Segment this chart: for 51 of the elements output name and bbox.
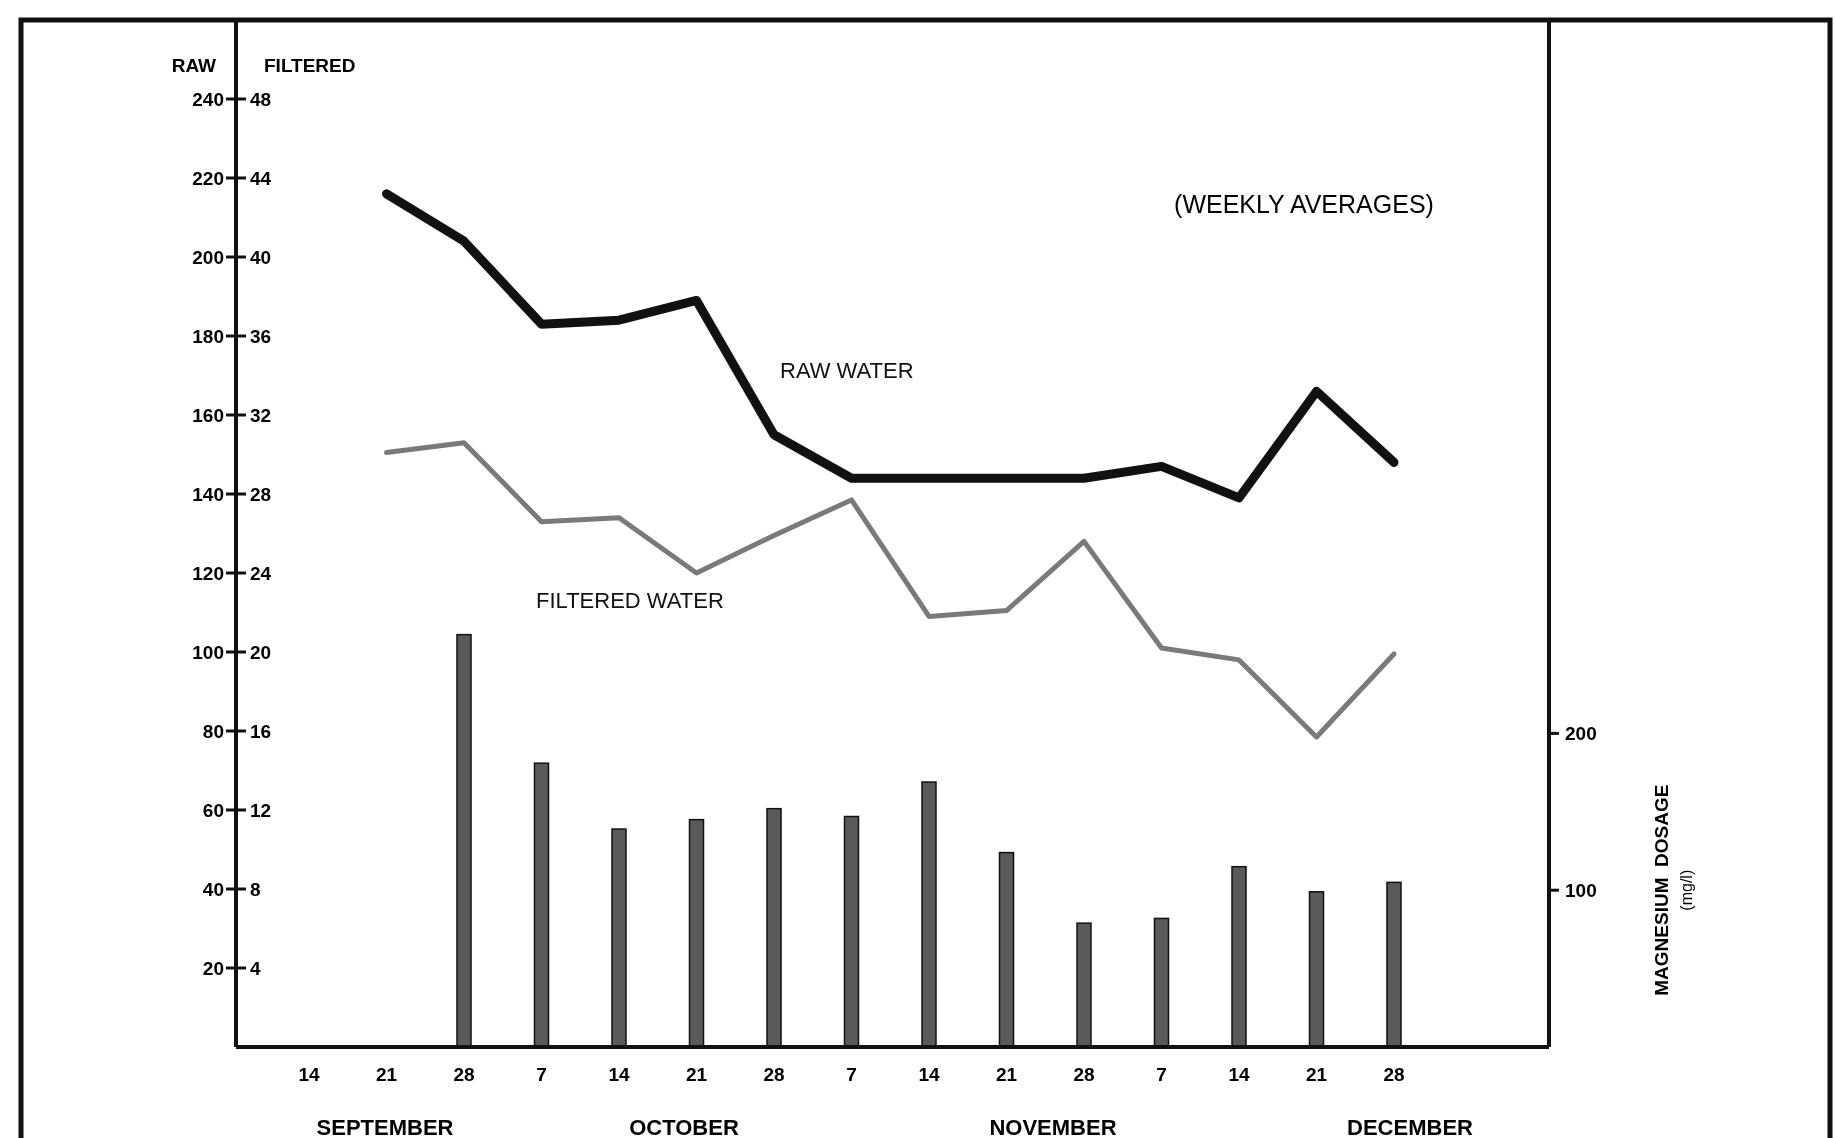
- y2-tick-label: 32: [250, 404, 272, 426]
- text: DECEMBER: [1347, 1115, 1474, 1138]
- x-tick-label: 28: [1383, 1064, 1405, 1085]
- x-tick-label: 14: [298, 1064, 320, 1085]
- y2-tick-label: 48: [250, 88, 272, 110]
- y-tick-label: 180: [192, 325, 224, 347]
- y2-tick-label: 44: [250, 167, 272, 189]
- y3-tick-label: 100: [1565, 879, 1597, 901]
- series-label: FILTERED WATER: [536, 588, 724, 613]
- y-tick-label: 20: [202, 957, 224, 979]
- y2-tick-label: 4: [250, 957, 261, 979]
- x-tick-label: 28: [453, 1064, 475, 1085]
- x-tick-label: 28: [1073, 1064, 1095, 1085]
- x-tick-label: 21: [685, 1064, 708, 1085]
- x-tick-label: 7: [1156, 1064, 1167, 1085]
- y3-axis-title: MAGNESIUM DOSAGE (mg/l): [1651, 784, 1695, 996]
- y-tick-label: 80: [202, 720, 224, 742]
- y-tick-label: 220: [192, 167, 224, 189]
- x-tick-label: 21: [1305, 1064, 1328, 1085]
- text: SEPTEMBER: [316, 1115, 454, 1138]
- y2-tick-label: 8: [250, 878, 261, 900]
- y2-axis-title: FILTERED: [264, 55, 356, 76]
- y2-tick-label: 40: [250, 246, 272, 268]
- y-tick-label: 240: [192, 88, 224, 110]
- y2-tick-label: 28: [250, 483, 272, 505]
- annotation: (WEEKLY AVERAGES): [1174, 190, 1434, 218]
- y2-tick-label: 24: [250, 562, 272, 584]
- y2-tick-label: 36: [250, 325, 272, 347]
- x-tick-label: 14: [918, 1064, 940, 1085]
- y2-tick-label: 12: [250, 799, 272, 821]
- text: NOVEMBER: [989, 1115, 1117, 1138]
- x-tick-label: 14: [1228, 1064, 1250, 1085]
- y2-tick-label: 20: [250, 641, 272, 663]
- x-tick-label: 14: [608, 1064, 630, 1085]
- y-tick-label: 140: [192, 483, 224, 505]
- y-tick-label: 160: [192, 404, 224, 426]
- y-axis-title: RAW: [171, 55, 217, 76]
- y-tick-label: 120: [192, 562, 224, 584]
- x-tick-label: 7: [846, 1064, 857, 1085]
- x-tick-label: 21: [375, 1064, 398, 1085]
- y-tick-label: 60: [202, 799, 224, 821]
- y-tick-label: 200: [192, 246, 224, 268]
- y3-tick-label: 200: [1565, 723, 1597, 745]
- y-tick-label: 100: [192, 641, 224, 663]
- x-tick-label: 21: [995, 1064, 1018, 1085]
- y2-tick-label: 16: [250, 720, 272, 742]
- series-label: RAW WATER: [780, 358, 914, 383]
- x-tick-label: 7: [536, 1064, 547, 1085]
- y-tick-label: 40: [202, 878, 224, 900]
- x-tick-label: 28: [763, 1064, 785, 1085]
- text: OCTOBER: [629, 1115, 739, 1138]
